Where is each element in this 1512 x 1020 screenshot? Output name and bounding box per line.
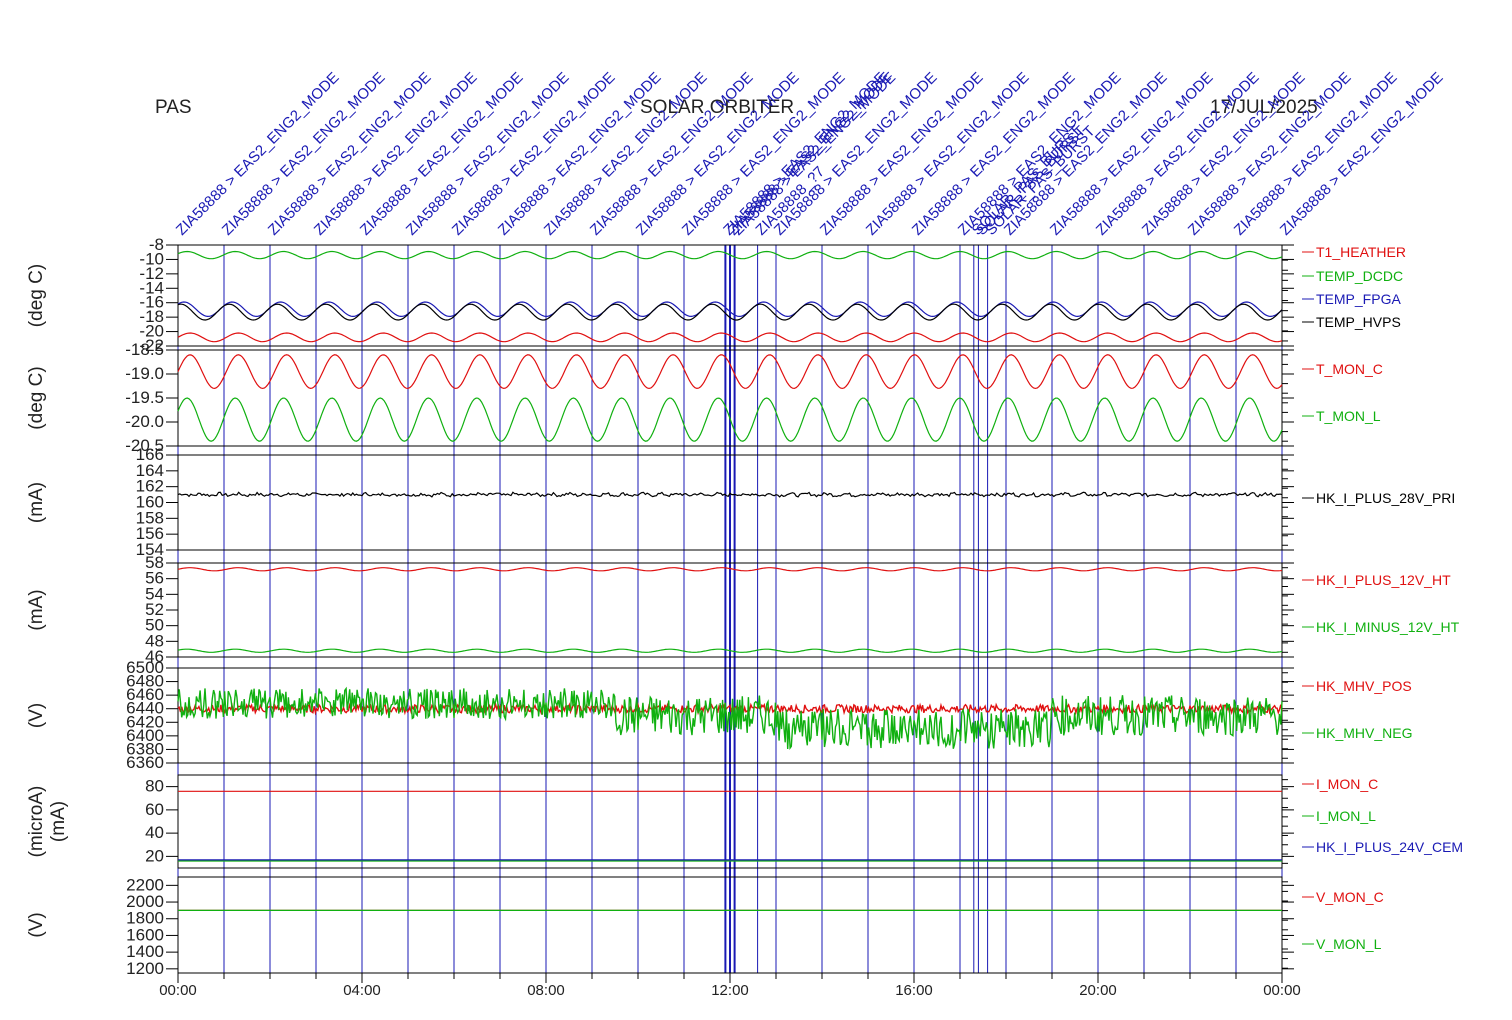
y-tick-label: -18.5 (125, 340, 164, 359)
y-tick-label: 166 (136, 445, 164, 464)
legend-label: HK_I_PLUS_28V_PRI (1316, 490, 1455, 506)
y-tick-label: 6480 (126, 672, 164, 691)
y-tick-label: 50 (145, 616, 164, 635)
y-tick-label: 56 (145, 569, 164, 588)
y-tick-label: 40 (145, 823, 164, 842)
header-left: PAS (155, 97, 192, 118)
y-tick-label: 2200 (126, 875, 164, 894)
series-line (177, 250, 1283, 260)
legend-label: TEMP_HVPS (1316, 314, 1401, 330)
y-tick-label: 58 (145, 553, 164, 572)
y-tick-label: 6500 (126, 658, 164, 677)
panel-frame (177, 774, 1283, 869)
y-tick-label: -20.5 (125, 436, 164, 455)
legend-label: V_MON_L (1316, 936, 1382, 952)
x-tick-label: 04:00 (343, 982, 381, 999)
y-axis-label: (V) (26, 912, 47, 937)
series-line (177, 702, 1283, 716)
y-tick-label: 1600 (126, 925, 164, 944)
header-right: 17/JUL/2025 (1210, 97, 1318, 118)
y-tick-label: 48 (145, 631, 164, 650)
series-line (177, 332, 1283, 343)
legend-label: T1_HEATHER (1316, 244, 1406, 260)
legend-label: I_MON_L (1316, 808, 1376, 824)
series-line (177, 686, 1283, 750)
legend-label: V_MON_C (1316, 889, 1384, 905)
y-tick-label: -8 (149, 235, 164, 254)
y-tick-label: 6420 (126, 712, 164, 731)
series-line (177, 491, 1283, 498)
x-tick-label: 08:00 (527, 982, 565, 999)
legend-label: T_MON_L (1316, 408, 1381, 424)
y-tick-label: 80 (145, 777, 164, 796)
y-tick-label: 54 (145, 584, 164, 603)
x-tick-label: 00:00 (1263, 982, 1301, 999)
y-tick-label: -18 (139, 307, 164, 326)
legend-label: HK_I_MINUS_12V_HT (1316, 619, 1460, 635)
x-tick-label: 20:00 (1079, 982, 1117, 999)
y-tick-label: 162 (136, 477, 164, 496)
panel-frame (177, 244, 1283, 347)
y-tick-label: -22 (139, 336, 164, 355)
y-tick-label: -20 (139, 322, 164, 341)
legend-label: T_MON_C (1316, 361, 1383, 377)
series-line (177, 567, 1283, 572)
legend-label: HK_I_PLUS_24V_CEM (1316, 839, 1463, 855)
y-tick-label: 6440 (126, 699, 164, 718)
x-tick-label: 12:00 (711, 982, 749, 999)
series-line (177, 303, 1283, 321)
y-tick-label: 60 (145, 800, 164, 819)
series-line (177, 397, 1283, 442)
legend-label: HK_MHV_NEG (1316, 725, 1412, 741)
legend-label: HK_MHV_POS (1316, 678, 1412, 694)
x-tick-label: 16:00 (895, 982, 933, 999)
y-tick-label: -19.0 (125, 364, 164, 383)
y-axis-label: (microA) (26, 786, 47, 858)
y-tick-label: 52 (145, 600, 164, 619)
y-tick-label: 160 (136, 493, 164, 512)
legend-label: I_MON_C (1316, 776, 1378, 792)
y-tick-label: -12 (139, 264, 164, 283)
y-tick-label: 6380 (126, 739, 164, 758)
y-tick-label: 20 (145, 846, 164, 865)
x-tick-label: 00:00 (159, 982, 197, 999)
legend-label: TEMP_DCDC (1316, 268, 1403, 284)
event-label: ZIA58888 > EAS2_ENG2_MODE (173, 69, 343, 239)
series-line (177, 354, 1283, 390)
y-axis-label: (mA) (26, 482, 47, 523)
y-axis-label: (deg C) (26, 366, 47, 429)
y-axis-label: (deg C) (26, 264, 47, 327)
y-tick-label: -20.0 (125, 412, 164, 431)
series-line (177, 648, 1283, 653)
header-center: SOLAR ORBITER (640, 97, 795, 118)
legend-label: HK_I_PLUS_12V_HT (1316, 572, 1451, 588)
y-tick-label: -14 (139, 278, 164, 297)
y-tick-label: 46 (145, 647, 164, 666)
y-tick-label: 158 (136, 508, 164, 527)
y-tick-label: 6400 (126, 726, 164, 745)
panel-frame (177, 667, 1283, 764)
y-tick-label: -10 (139, 249, 164, 268)
y-tick-label: -19.5 (125, 388, 164, 407)
y-tick-label: 164 (136, 461, 164, 480)
y-tick-label: 2000 (126, 892, 164, 911)
y-tick-label: -16 (139, 293, 164, 312)
y-tick-label: 6360 (126, 753, 164, 772)
y-axis-label-2: (mA) (48, 801, 69, 842)
legend-label: TEMP_FPGA (1316, 291, 1401, 307)
y-tick-label: 156 (136, 524, 164, 543)
y-tick-label: 154 (136, 540, 164, 559)
y-axis-label: (V) (26, 703, 47, 728)
y-tick-label: 6460 (126, 685, 164, 704)
y-tick-label: 1200 (126, 959, 164, 978)
y-tick-label: 1800 (126, 909, 164, 928)
y-axis-label: (mA) (26, 589, 47, 630)
y-tick-label: 1400 (126, 942, 164, 961)
